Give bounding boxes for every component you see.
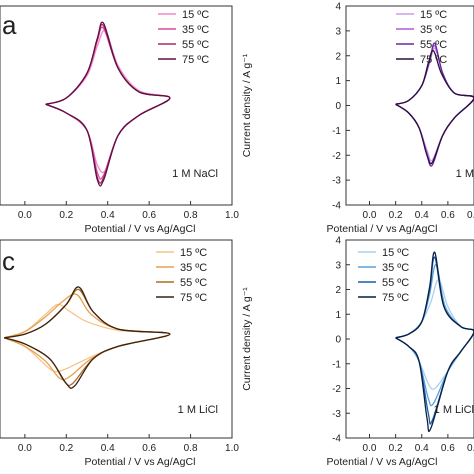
y-tick-label: -3 — [332, 176, 341, 187]
x-tick-label: 0.2 — [389, 443, 403, 454]
y-tick-label: 4 — [335, 2, 341, 13]
series-line-4 — [45, 21, 171, 187]
chart-panel-3: 0.0 0.2 0.4 0.6 0.8 1.0 Potential / V vs Ag/Ag… — [0, 239, 239, 468]
x-tick-label: 0.8 — [184, 210, 198, 221]
panel-label: a — [2, 10, 17, 40]
x-tick-label: 0.2 — [59, 210, 73, 221]
y-tick-label: 0 — [335, 101, 341, 112]
series-line-3 — [45, 23, 171, 184]
x-tick-label: 0.6 — [441, 443, 455, 454]
legend-entry: 75 ºC — [182, 54, 209, 66]
y-tick-label: -1 — [332, 126, 341, 137]
x-tick-label: 0.4 — [415, 443, 429, 454]
x-axis-label: Potential / V vs Ag/AgCl — [85, 223, 196, 235]
x-axis-label: Potential / V vs Ag/AgCl — [327, 456, 438, 468]
x-tick-label: 0.6 — [142, 210, 156, 221]
chart-panel-2: 0.0 0.2 0.4 0.6 0.8 -4 -3 -2 -1 0 1 2 3 4 Potential / … — [241, 2, 474, 235]
y-tick-label: 3 — [335, 26, 341, 37]
x-tick-label: 0.4 — [101, 443, 115, 454]
legend-entry: 55 ºC — [382, 277, 409, 289]
y-tick-label: 1 — [335, 310, 341, 321]
electrolyte-annotation: 1 M LiCl — [434, 404, 474, 416]
series-line-4 — [395, 251, 474, 433]
chart-panel-1: 0.0 0.2 0.4 0.6 0.8 1.0 Potential / V vs Ag/Ag… — [0, 5, 239, 235]
x-tick-label: 0.0 — [363, 210, 377, 221]
electrolyte-annotation: 1 M LiCl — [178, 404, 218, 416]
series-line-4 — [3, 286, 171, 389]
x-tick-label: 0.6 — [142, 443, 156, 454]
legend-entry: 35 ºC — [420, 24, 447, 36]
x-tick-label: 0.8 — [184, 443, 198, 454]
legend-entry: 15 ºC — [180, 247, 207, 259]
legend-entry: 75 ºC — [180, 292, 207, 304]
x-tick-label: 0.4 — [415, 210, 429, 221]
legend-entry: 55 ºC — [180, 277, 207, 289]
series-line-4 — [395, 49, 474, 165]
legend-entry: 15 ºC — [382, 247, 409, 259]
x-tick-label: 0.8 — [467, 210, 474, 221]
legend-entry: 35 ºC — [180, 262, 207, 274]
plot-frame — [0, 5, 233, 206]
y-tick-label: -3 — [332, 409, 341, 420]
series-line-1 — [395, 278, 474, 390]
x-tick-label: 1.0 — [225, 210, 239, 221]
legend-entry: 75 ºC — [420, 54, 447, 66]
x-axis-label: Potential / V vs Ag/AgCl — [85, 456, 196, 468]
panel-label: c — [2, 246, 15, 276]
y-tick-label: -2 — [332, 384, 341, 395]
x-tick-label: 0.4 — [101, 210, 115, 221]
legend-entry: 15 ºC — [182, 9, 209, 21]
legend-entry: 15 ºC — [420, 9, 447, 21]
series-line-1 — [45, 29, 171, 174]
chart-panel-4: 0.0 0.2 0.4 0.6 0.8 -4 -3 -2 -1 0 1 2 3 4 Potential / … — [241, 236, 474, 468]
x-tick-label: 1.0 — [225, 443, 239, 454]
y-tick-label: -2 — [332, 151, 341, 162]
plot-frame — [0, 239, 233, 439]
series-line-3 — [3, 288, 171, 387]
legend-entry: 35 ºC — [182, 24, 209, 36]
x-axis-label: Potential / V vs Ag/AgCl — [327, 223, 438, 235]
electrolyte-annotation: 1 M — [456, 168, 474, 180]
y-axis-label: Current density / A g⁻¹ — [241, 287, 253, 391]
y-tick-label: -4 — [332, 434, 341, 445]
x-tick-label: 0.2 — [59, 443, 73, 454]
series-line-2 — [45, 26, 171, 180]
y-tick-label: 4 — [335, 236, 341, 247]
electrolyte-annotation: 1 M NaCl — [172, 168, 218, 180]
legend-entry: 55 ºC — [420, 39, 447, 51]
y-axis-label: Current density / A g⁻¹ — [241, 53, 253, 157]
y-tick-label: 2 — [335, 285, 341, 296]
legend-entry: 55 ºC — [182, 39, 209, 51]
y-tick-label: 3 — [335, 260, 341, 271]
legend-entry: 35 ºC — [382, 262, 409, 274]
y-tick-label: 1 — [335, 76, 341, 87]
x-tick-label: 0.8 — [467, 443, 474, 454]
x-tick-label: 0.0 — [18, 210, 32, 221]
x-tick-label: 0.6 — [441, 210, 455, 221]
x-tick-label: 0.0 — [363, 443, 377, 454]
x-tick-label: 0.0 — [18, 443, 32, 454]
y-tick-label: -1 — [332, 359, 341, 370]
legend-entry: 75 ºC — [382, 292, 409, 304]
y-tick-label: 0 — [335, 335, 341, 346]
y-tick-label: 2 — [335, 51, 341, 62]
x-tick-label: 0.2 — [389, 210, 403, 221]
y-tick-label: -4 — [332, 201, 341, 212]
